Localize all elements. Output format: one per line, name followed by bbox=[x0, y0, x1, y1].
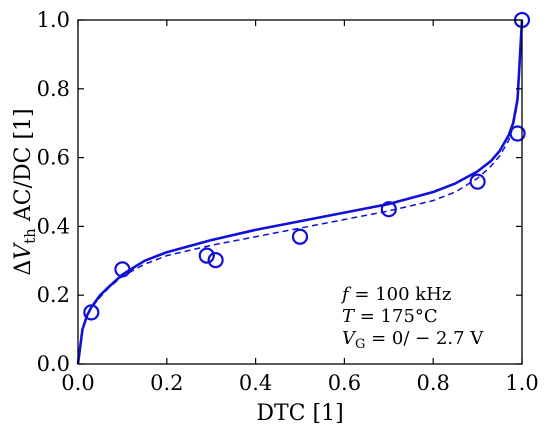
annotation-gate-voltage-var: V bbox=[342, 328, 357, 349]
y-tick-label: 0.6 bbox=[37, 146, 70, 170]
x-tick-label: 0.2 bbox=[150, 371, 183, 395]
y-axis-label-var: V bbox=[11, 242, 36, 260]
y-tick-label: 0.8 bbox=[37, 77, 70, 101]
ticks-layer: 0.0 0.2 0.4 0.6 0.8 1.0 0.0 0.2 0.4 0.6 0.8 1.0 bbox=[37, 8, 539, 395]
data-point-marker bbox=[198, 247, 215, 264]
x-tick-label: 0.6 bbox=[328, 371, 361, 395]
annotation-frequency: f = 100 kHz bbox=[340, 284, 451, 305]
x-axis-label: DTC [1] bbox=[256, 401, 343, 426]
y-axis-label-suffix: AC/DC [1] bbox=[11, 108, 36, 228]
x-tick-label: 0.0 bbox=[61, 371, 94, 395]
y-axis-label-prefix: Δ bbox=[11, 260, 36, 276]
plot-frame bbox=[77, 19, 523, 365]
y-tick-label: 0.0 bbox=[37, 352, 70, 376]
data-point-marker bbox=[291, 228, 309, 245]
series-line-dashed bbox=[77, 19, 523, 365]
series-line-solid bbox=[76, 19, 524, 365]
data-point-marker bbox=[380, 201, 397, 218]
data-point-marker bbox=[207, 252, 224, 269]
annotation-gate-voltage-value: = 0/ − 2.7 V bbox=[365, 328, 484, 349]
annotation-frequency-value: = 100 kHz bbox=[349, 284, 452, 305]
annotation-temperature-var: T bbox=[342, 306, 356, 327]
y-tick-label: 1.0 bbox=[37, 8, 70, 32]
x-tick-label: 1.0 bbox=[505, 371, 538, 395]
y-axis-label-sub: th bbox=[21, 228, 39, 244]
annotation-temperature-value: = 175°C bbox=[354, 306, 438, 327]
annotation-gate-voltage: VG = 0/ − 2.7 V bbox=[342, 328, 484, 352]
y-tick-label: 0.2 bbox=[37, 283, 70, 307]
x-tick-label: 0.4 bbox=[239, 371, 272, 395]
series-layer bbox=[76, 11, 531, 365]
data-point-marker bbox=[114, 261, 131, 278]
annotation-temperature: T = 175°C bbox=[342, 306, 438, 327]
data-point-marker bbox=[469, 173, 486, 190]
annotation-gate-voltage-sub: G bbox=[355, 337, 365, 352]
data-point-marker bbox=[83, 304, 100, 321]
y-tick-label: 0.4 bbox=[37, 214, 70, 238]
x-tick-label: 0.8 bbox=[416, 371, 449, 395]
y-axis-label: ΔVth AC/DC [1] bbox=[11, 108, 39, 275]
data-point-marker bbox=[509, 125, 526, 142]
